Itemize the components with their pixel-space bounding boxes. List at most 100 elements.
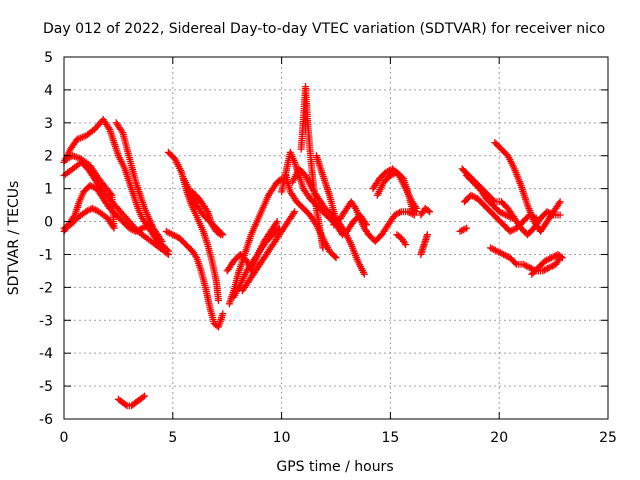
y-tick-label: 4: [44, 83, 53, 99]
x-tick-label: 0: [60, 430, 69, 446]
y-tick-label: -1: [39, 247, 53, 263]
data-point: [89, 183, 97, 191]
y-tick-label: 0: [44, 215, 53, 231]
series-track-10: [188, 188, 225, 239]
data-point: [556, 211, 564, 219]
x-axis-label: GPS time / hours: [276, 459, 393, 475]
data-point: [470, 193, 478, 201]
data-point: [83, 207, 91, 215]
data-point: [511, 259, 519, 267]
data-point: [319, 244, 327, 252]
data-point: [503, 252, 511, 260]
data-point: [522, 262, 530, 270]
data-point: [273, 218, 281, 225]
data-point: [215, 297, 222, 304]
y-axis-label: SDTVAR / TECUs: [6, 181, 22, 296]
series-track-7: [162, 227, 227, 331]
x-tick-label: 25: [599, 430, 617, 446]
data-point: [404, 208, 412, 216]
data-point: [217, 231, 225, 239]
data-point: [394, 209, 402, 217]
series-track-2: [60, 152, 118, 232]
data-marks: [60, 83, 566, 410]
plot-frame: [63, 56, 609, 420]
data-point: [332, 254, 340, 262]
x-tick-label: 20: [490, 430, 508, 446]
data-point: [555, 199, 563, 207]
data-point: [503, 212, 511, 220]
data-point: [122, 401, 130, 409]
data-point: [402, 241, 410, 249]
data-point: [331, 252, 339, 260]
series-track-23: [393, 231, 410, 249]
data-point: [558, 254, 566, 262]
y-tick-label: -6: [39, 412, 53, 428]
data-point: [413, 204, 420, 212]
series-track-4: [60, 181, 155, 235]
series-track-3: [60, 116, 172, 255]
data-point: [163, 246, 171, 254]
y-tick-label: -4: [39, 346, 53, 362]
data-point: [167, 230, 175, 238]
data-point: [506, 227, 514, 235]
data-point: [541, 257, 549, 265]
data-point: [88, 204, 96, 212]
data-point: [556, 198, 564, 206]
data-point: [141, 392, 148, 400]
series-track-16: [282, 172, 340, 262]
data-point: [137, 225, 145, 233]
data-point: [549, 253, 557, 261]
data-point: [500, 251, 508, 258]
data-point: [164, 247, 172, 255]
data-point: [139, 393, 147, 401]
data-point: [158, 237, 166, 245]
data-point: [132, 227, 140, 235]
data-point: [495, 248, 503, 256]
data-point: [290, 209, 298, 217]
data-point: [508, 227, 516, 235]
series-track-6: [114, 392, 148, 410]
data-point: [557, 253, 565, 261]
data-point: [172, 232, 180, 240]
y-tick-label: 5: [44, 50, 53, 66]
data-point: [424, 207, 432, 215]
series-track-28: [456, 224, 471, 235]
series-track-31: [487, 244, 564, 275]
data-point: [291, 208, 299, 216]
data-point: [219, 310, 227, 318]
data-point: [459, 226, 467, 234]
data-point: [501, 251, 509, 259]
data-point: [463, 224, 471, 232]
data-point: [487, 244, 494, 252]
series-track-20: [330, 198, 418, 245]
y-tick-label: 3: [44, 116, 53, 132]
series-track-29: [463, 172, 516, 222]
series-track-25: [417, 231, 431, 258]
data-point: [544, 264, 552, 272]
series-track-24: [417, 204, 434, 219]
series-track-14: [238, 208, 299, 295]
data-point: [392, 210, 400, 218]
series-track-13: [223, 218, 281, 275]
data-point: [495, 208, 503, 216]
x-tick-label: 5: [168, 430, 177, 446]
series-track-5: [112, 119, 166, 245]
data-point: [360, 270, 368, 278]
data-point: [426, 208, 434, 216]
data-point: [127, 225, 135, 233]
series-track-22: [369, 165, 420, 212]
data-point: [423, 231, 431, 239]
series-track-32: [528, 251, 566, 278]
data-point: [543, 208, 551, 216]
axis-ticks: -6 -5 -4 -3 -2 -1 0 1 2 3 4 5 0 5 10 15 20 25: [39, 50, 617, 446]
series-track-30: [491, 139, 564, 235]
y-tick-label: -5: [39, 379, 53, 395]
y-tick-label: -2: [39, 280, 53, 296]
y-tick-label: 2: [44, 149, 53, 165]
x-tick-label: 10: [273, 430, 291, 446]
y-tick-label: 1: [44, 182, 53, 198]
x-tick-label: 15: [381, 430, 399, 446]
y-tick-label: -3: [39, 313, 53, 329]
data-point: [508, 214, 516, 222]
